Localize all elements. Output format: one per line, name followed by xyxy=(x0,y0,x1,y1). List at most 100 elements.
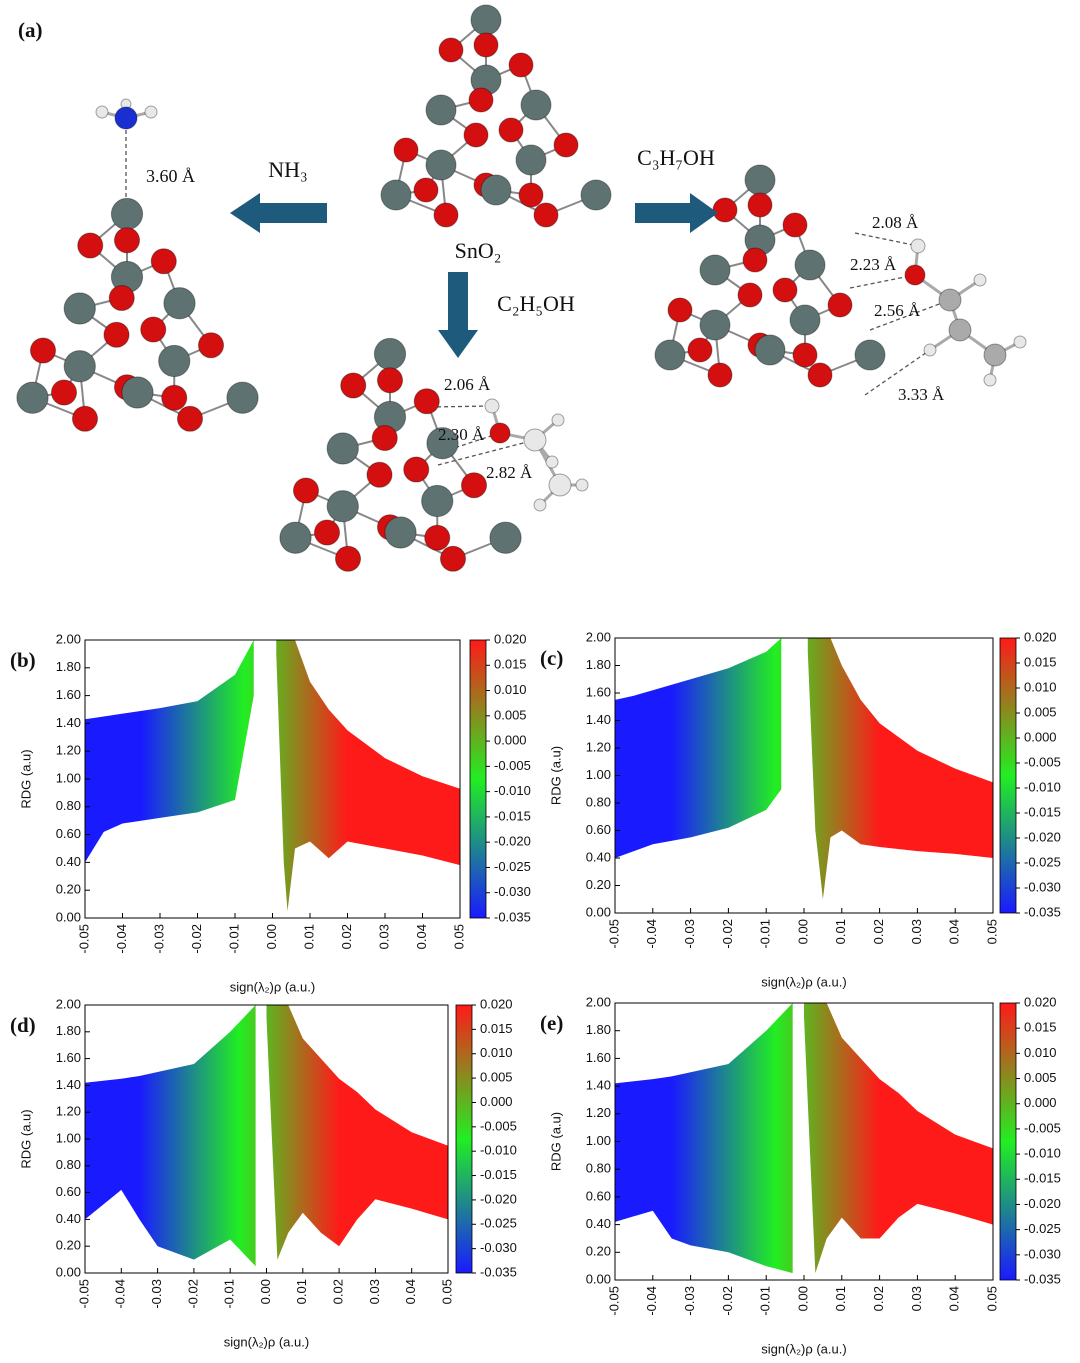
atom xyxy=(473,32,499,58)
atom xyxy=(468,87,494,113)
atom xyxy=(424,524,451,551)
colorbar xyxy=(999,637,1017,914)
y-tick-label: 0.40 xyxy=(56,1211,81,1226)
x-tick-label: -0.05 xyxy=(76,924,91,954)
x-tick-label: 0.01 xyxy=(294,1279,309,1304)
colorbar-tick-label: 0.010 xyxy=(494,682,527,697)
reagent: SnO₂ xyxy=(455,238,502,263)
colorbar-tick-label: -0.020 xyxy=(1024,829,1061,844)
y-tick-label: 0.60 xyxy=(586,1188,611,1203)
distance: 2.06 Å xyxy=(444,375,491,394)
atom xyxy=(948,318,972,342)
atom xyxy=(50,379,78,406)
point-cloud xyxy=(85,1005,256,1267)
panel-label: (c) xyxy=(540,646,563,670)
x-tick-label: -0.05 xyxy=(76,1279,91,1309)
x-tick-label: 0.05 xyxy=(984,1286,999,1311)
atom xyxy=(439,545,467,572)
y-tick-label: 0.40 xyxy=(586,849,611,864)
atom xyxy=(16,381,49,414)
x-tick-label: -0.02 xyxy=(185,1279,200,1309)
atom xyxy=(110,197,144,231)
x-tick-label: 0.02 xyxy=(871,919,886,944)
x-tick-label: 0.00 xyxy=(258,1279,273,1304)
colorbar-tick-label: 0.015 xyxy=(1024,654,1057,669)
contact xyxy=(869,299,951,331)
x-tick-label: 0.01 xyxy=(833,1286,848,1311)
cluster xyxy=(16,98,259,432)
distance: 2.56 Å xyxy=(874,301,921,320)
atom xyxy=(77,232,104,259)
atom xyxy=(983,343,1007,367)
x-tick-label: 0.01 xyxy=(301,924,316,949)
point-cloud xyxy=(804,1003,993,1274)
colorbar-tick-label: 0.010 xyxy=(1024,679,1057,694)
x-tick-label: -0.04 xyxy=(644,919,659,949)
reagent: C₂H₅OH xyxy=(497,291,575,316)
molecules xyxy=(16,4,1027,572)
distance: 2.82 Å xyxy=(486,463,533,482)
atom xyxy=(373,337,407,371)
atom xyxy=(114,106,138,130)
y-tick-label: 1.40 xyxy=(56,1077,81,1092)
atom xyxy=(520,89,552,121)
arrow-right xyxy=(635,193,718,233)
colorbar-tick-label: -0.020 xyxy=(494,834,531,849)
y-axis-label: RDG (a.u) xyxy=(548,1112,563,1171)
y-tick-label: 1.00 xyxy=(586,1133,611,1148)
x-tick-label: 0.05 xyxy=(451,924,466,949)
atom xyxy=(792,342,818,368)
x-tick-label: 0.05 xyxy=(439,1279,454,1304)
atom xyxy=(667,297,693,323)
point-cloud xyxy=(276,640,460,912)
atom xyxy=(426,427,459,460)
distance: 2.23 Å xyxy=(850,255,897,274)
rdg-plot: 0.00 0.20 0.40 0.60 0.80 1.00 1.20 1.40 1.60 1.80… xyxy=(10,631,531,994)
colorbar-tick-label: -0.015 xyxy=(1024,804,1061,819)
atom xyxy=(983,373,997,387)
x-tick-label: -0.03 xyxy=(149,1279,164,1309)
x-tick-label: -0.01 xyxy=(758,1286,773,1316)
atom xyxy=(163,287,196,320)
y-tick-label: 2.00 xyxy=(586,629,611,644)
y-tick-label: 0.00 xyxy=(56,909,81,924)
atom xyxy=(413,388,440,415)
colorbar-tick-label: -0.005 xyxy=(494,758,531,773)
x-tick-label: 0.00 xyxy=(795,919,810,944)
atom xyxy=(480,174,512,206)
atom xyxy=(371,424,398,452)
colorbar-tick-label: 0.015 xyxy=(494,657,527,672)
x-tick-label: -0.01 xyxy=(222,1279,237,1309)
atom xyxy=(772,277,798,303)
colorbar-tick-label: 0.000 xyxy=(1024,729,1057,744)
x-tick-label: 0.05 xyxy=(984,919,999,944)
x-tick-label: -0.04 xyxy=(644,1286,659,1316)
y-tick-label: 1.40 xyxy=(586,1078,611,1093)
x-tick-label: 0.00 xyxy=(264,924,279,949)
colorbar-tick-label: -0.035 xyxy=(1024,1271,1061,1286)
colorbar-tick-label: 0.005 xyxy=(1024,704,1057,719)
y-tick-label: 0.20 xyxy=(586,1244,611,1259)
atom xyxy=(575,478,589,492)
y-tick-label: 0.60 xyxy=(56,1184,81,1199)
x-tick-label: -0.01 xyxy=(758,919,773,949)
contact xyxy=(854,232,919,247)
atom xyxy=(384,516,417,549)
atom xyxy=(176,405,204,432)
y-tick-label: 1.20 xyxy=(56,1104,81,1119)
colorbar-tick-label: -0.010 xyxy=(1024,779,1061,794)
y-tick-label: 0.80 xyxy=(586,794,611,809)
reagent: C₃H₇OH xyxy=(637,145,715,170)
x-tick-label: -0.04 xyxy=(113,1279,128,1309)
y-tick-label: 0.60 xyxy=(56,826,81,841)
distance: 3.33 Å xyxy=(898,385,945,404)
atom xyxy=(433,202,459,228)
y-tick-label: 1.40 xyxy=(56,715,81,730)
atom xyxy=(197,332,225,359)
atom xyxy=(533,498,547,512)
y-tick-label: 1.20 xyxy=(56,743,81,758)
colorbar-tick-label: -0.015 xyxy=(1024,1171,1061,1186)
y-tick-label: 0.20 xyxy=(56,882,81,897)
colorbar-tick-label: -0.025 xyxy=(480,1216,517,1231)
atom xyxy=(113,227,141,254)
